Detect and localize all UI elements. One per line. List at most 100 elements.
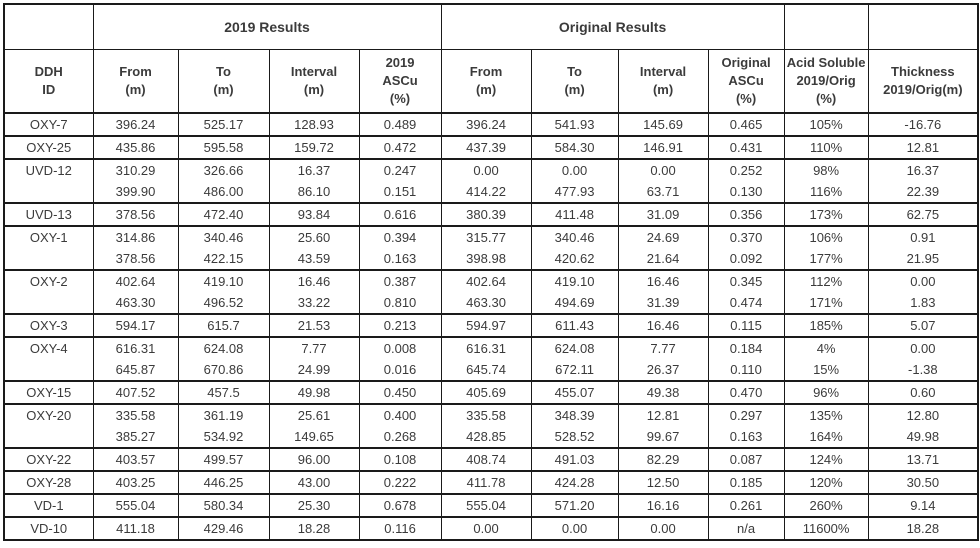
value-cell: 314.86 [92,225,179,248]
value-cell: 0.00 [867,269,979,292]
ddh-id-cell: OXY-20 [3,403,94,426]
value-cell: 340.46 [530,225,619,248]
value-cell: 145.69 [617,112,709,136]
value-cell: 0.810 [358,292,442,314]
value-cell: 491.03 [530,447,619,471]
value-cell: 0.00 [530,158,619,181]
value-cell: 326.66 [177,158,270,181]
value-cell: 494.69 [530,292,619,314]
value-cell: 446.25 [177,470,270,494]
value-cell: 378.56 [92,248,179,270]
value-cell: 25.30 [268,493,360,517]
value-cell: 7.77 [617,336,709,359]
table-body: OXY-7 396.24 525.17 128.93 0.489 396.24 541.93… [3,112,979,540]
value-cell: 472.40 [177,202,270,226]
value-cell: 0.00 [530,516,619,540]
column-header-ddh-id: DDH ID [3,49,94,114]
value-cell: 25.61 [268,403,360,426]
group-header-original-results: Original Results [440,4,785,50]
value-cell: 571.20 [530,493,619,517]
value-cell: 0.00 [440,158,532,181]
value-cell: 0.222 [358,470,442,494]
column-header-orig-interval: Interval (m) [617,49,709,114]
value-cell: 0.450 [358,380,442,404]
ddh-id-cell: OXY-1 [3,225,94,248]
value-cell: 0.008 [358,336,442,359]
value-cell: 399.90 [92,181,179,203]
table-header: 2019 Results Original Results DDH ID Fro… [3,4,979,114]
value-cell: 584.30 [530,135,619,159]
value-cell: 402.64 [440,269,532,292]
column-header-2019-from: From (m) [92,49,179,114]
ddh-id-cell [3,181,94,203]
table-row: OXY-28 403.25 446.25 43.00 0.222 411.78 424.28… [3,470,979,494]
value-cell: 0.370 [707,225,785,248]
value-cell: 0.394 [358,225,442,248]
value-cell: 31.39 [617,292,709,314]
value-cell: 411.78 [440,470,532,494]
value-cell: 26.37 [617,359,709,381]
value-cell: 82.29 [617,447,709,471]
value-cell: 594.17 [92,313,179,337]
value-cell: 0.016 [358,359,442,381]
value-cell: 18.28 [867,516,979,540]
value-cell: 21.95 [867,248,979,270]
value-cell: 0.163 [358,248,442,270]
value-cell: 624.08 [530,336,619,359]
value-cell: 93.84 [268,202,360,226]
value-cell: 12.50 [617,470,709,494]
value-cell: 0.185 [707,470,785,494]
value-cell: 99.67 [617,426,709,448]
value-cell: 624.08 [177,336,270,359]
value-cell: 411.18 [92,516,179,540]
value-cell: 112% [783,269,869,292]
value-cell: 616.31 [92,336,179,359]
ddh-id-cell: OXY-25 [3,135,94,159]
column-header-orig-ascu: Original ASCu (%) [707,49,785,114]
value-cell: 16.37 [867,158,979,181]
table-row: OXY-3 594.17 615.7 21.53 0.213 594.97 611.43 16… [3,313,979,337]
value-cell: 11600% [783,516,869,540]
value-cell: 335.58 [92,403,179,426]
value-cell: n/a [707,516,785,540]
value-cell: 435.86 [92,135,179,159]
value-cell: 16.37 [268,158,360,181]
value-cell: 0.184 [707,336,785,359]
value-cell: 385.27 [92,426,179,448]
value-cell: 173% [783,202,869,226]
value-cell: 0.678 [358,493,442,517]
value-cell: 149.65 [268,426,360,448]
value-cell: -1.38 [867,359,979,381]
value-cell: 21.53 [268,313,360,337]
value-cell: 1.83 [867,292,979,314]
value-cell: 380.39 [440,202,532,226]
column-header-thickness-ratio: Thickness 2019/Orig(m) [867,49,979,114]
ddh-id-cell [3,426,94,448]
value-cell: 0.91 [867,225,979,248]
ddh-id-cell: UVD-13 [3,202,94,226]
value-cell: 24.69 [617,225,709,248]
value-cell: 49.98 [867,426,979,448]
value-cell: 348.39 [530,403,619,426]
header-group-row: 2019 Results Original Results [3,4,979,50]
value-cell: 0.130 [707,181,785,203]
value-cell: 21.64 [617,248,709,270]
value-cell: 62.75 [867,202,979,226]
value-cell: 611.43 [530,313,619,337]
value-cell: 378.56 [92,202,179,226]
table-row: OXY-15 407.52 457.5 49.98 0.450 405.69 455.07 4… [3,380,979,404]
value-cell: 396.24 [440,112,532,136]
value-cell: 105% [783,112,869,136]
table-row: OXY-22 403.57 499.57 96.00 0.108 408.74 491.03… [3,447,979,471]
column-header-orig-to: To (m) [530,49,619,114]
value-cell: 0.116 [358,516,442,540]
value-cell: 408.74 [440,447,532,471]
value-cell: 0.213 [358,313,442,337]
value-cell: 455.07 [530,380,619,404]
value-cell: 402.64 [92,269,179,292]
header-column-row: DDH ID From (m) To (m) Interval (m) 2019… [3,49,979,114]
value-cell: 9.14 [867,493,979,517]
value-cell: 499.57 [177,447,270,471]
value-cell: 43.59 [268,248,360,270]
value-cell: 25.60 [268,225,360,248]
